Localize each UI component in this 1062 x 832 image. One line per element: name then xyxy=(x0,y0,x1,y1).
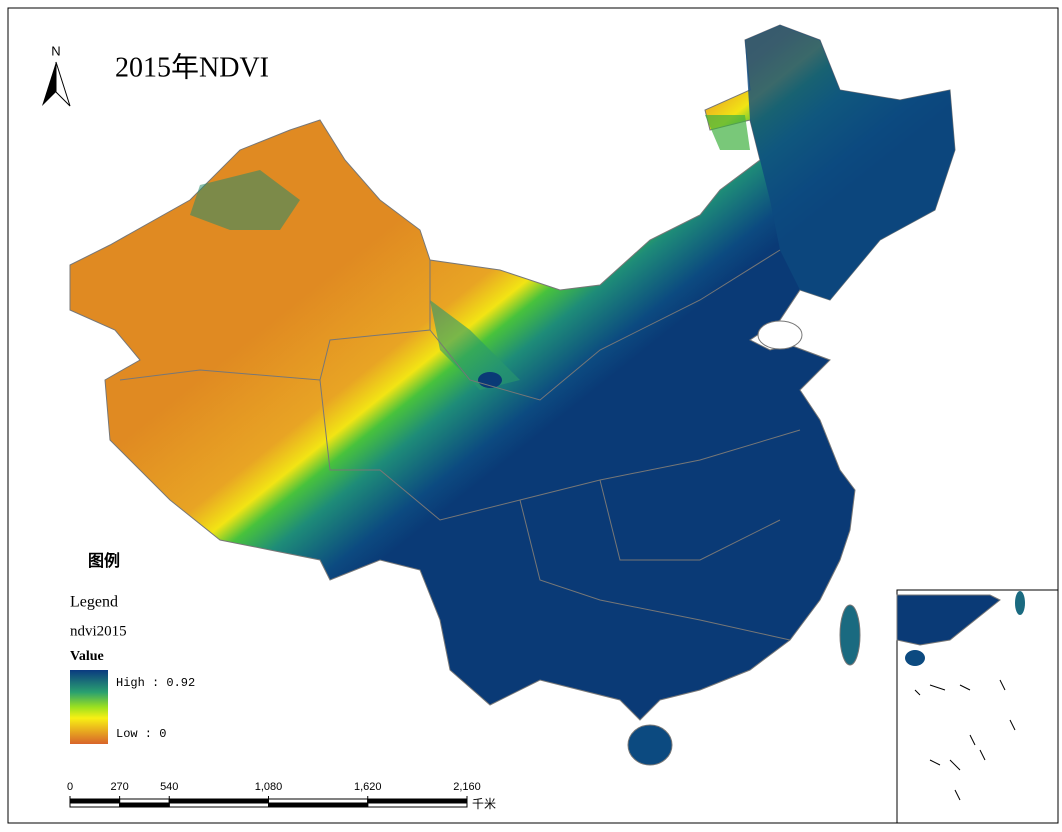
legend-heading: 图例 xyxy=(88,551,120,570)
inset-hainan xyxy=(905,650,925,666)
scale-tick-label: 2,160 xyxy=(453,781,481,793)
legend-color-ramp xyxy=(70,670,108,744)
hulunbuir-grass xyxy=(705,115,750,150)
legend-title: Legend xyxy=(70,594,118,611)
legend: 图例 Legend ndvi2015 Value High : 0.92 Low… xyxy=(70,551,195,744)
scale-tick-label: 270 xyxy=(110,781,128,793)
scale-segment xyxy=(268,802,369,808)
scale-bar: 千米 0 270 540 1,080 1,620 2,160 xyxy=(67,781,496,811)
inset-mainland xyxy=(896,594,1001,646)
scale-tick-label: 1,620 xyxy=(354,781,382,793)
northeast-forest xyxy=(745,25,955,300)
scale-tick-label: 1,080 xyxy=(255,781,283,793)
china-map xyxy=(69,24,956,766)
scale-segment xyxy=(69,798,121,804)
hainan xyxy=(627,724,673,766)
taiwan xyxy=(839,604,861,666)
inset-map xyxy=(896,589,1059,824)
scale-segment xyxy=(268,798,369,804)
north-arrow: N xyxy=(42,43,71,107)
bohai-sea xyxy=(757,320,803,350)
scale-segment xyxy=(367,802,468,808)
scale-tick-label: 540 xyxy=(160,781,178,793)
north-label: N xyxy=(51,43,60,58)
scale-segment xyxy=(119,798,170,804)
scale-segment xyxy=(168,802,269,808)
scale-segment xyxy=(69,802,121,808)
north-arrow-left xyxy=(42,62,56,106)
scale-tick-label: 0 xyxy=(67,781,73,793)
scale-segment xyxy=(168,798,269,804)
scale-segment xyxy=(367,798,468,804)
inset-taiwan xyxy=(1015,591,1025,615)
tianshan-vegetation xyxy=(190,170,300,230)
qilian-vegetation xyxy=(430,300,520,390)
province-borders xyxy=(119,249,801,641)
legend-high: High : 0.92 xyxy=(116,676,195,690)
map-title: 2015年NDVI xyxy=(115,51,269,83)
scale-unit: 千米 xyxy=(472,797,496,811)
legend-field: Value xyxy=(70,649,104,664)
scale-segment xyxy=(119,802,170,808)
legend-low: Low : 0 xyxy=(116,727,166,741)
inset-islands xyxy=(914,679,1016,801)
legend-layer: ndvi2015 xyxy=(70,623,127,639)
north-arrow-right xyxy=(55,61,71,107)
